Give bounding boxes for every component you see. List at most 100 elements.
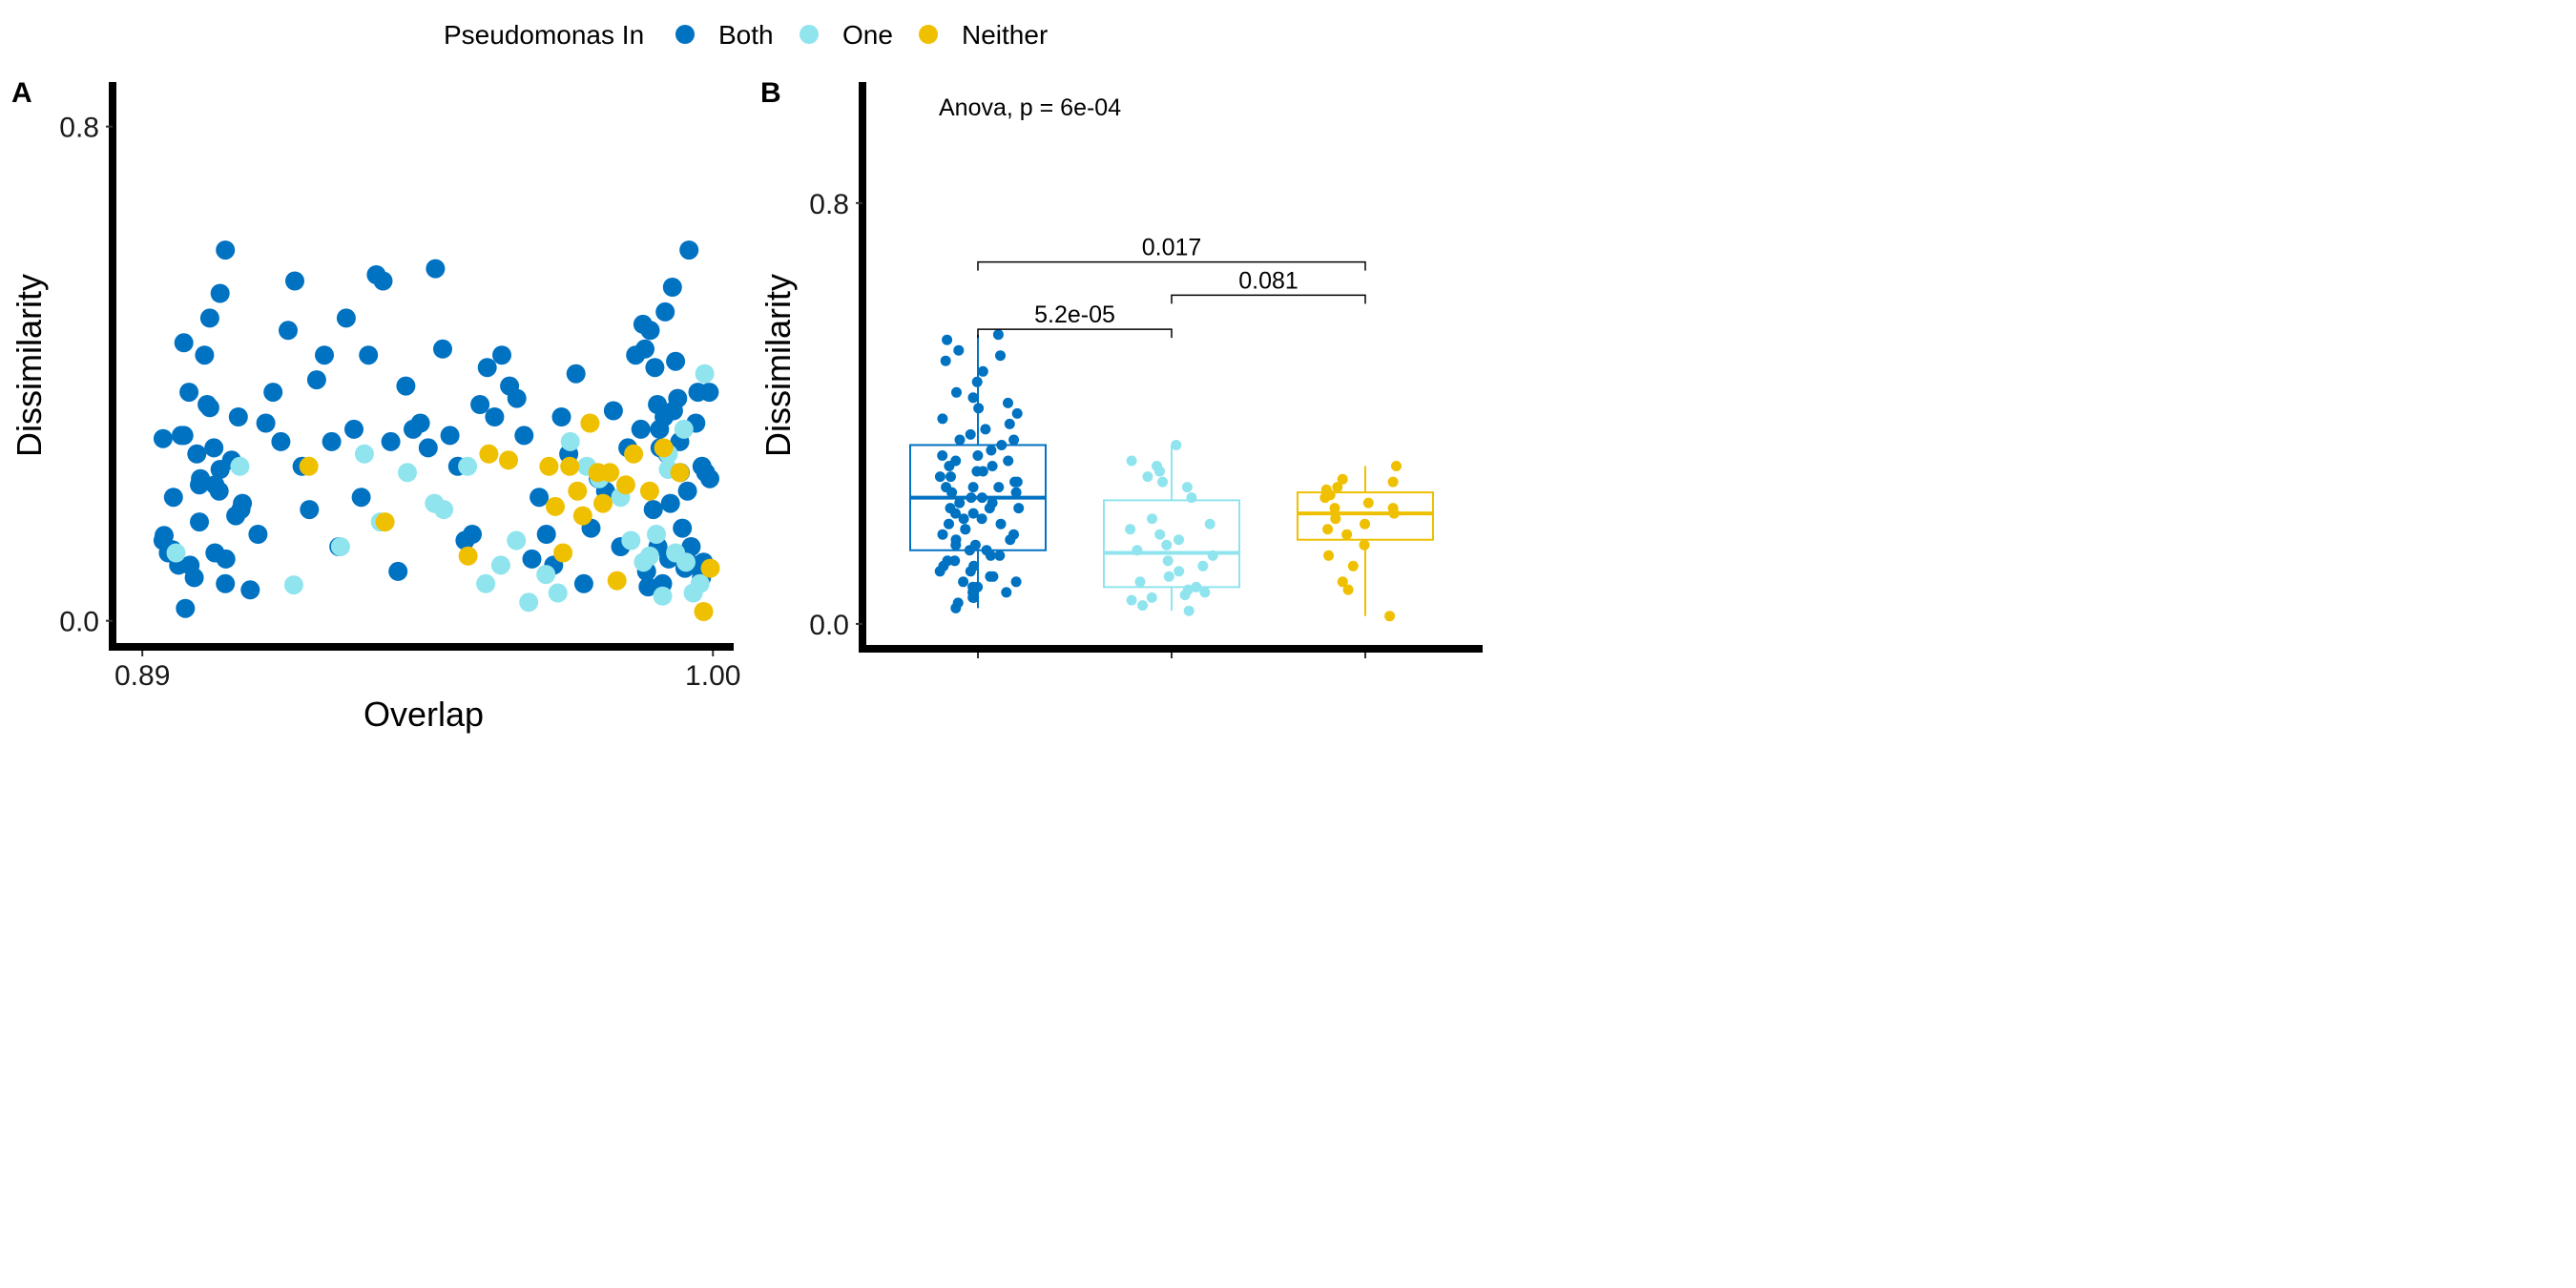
panel-a-point-both-90 (640, 321, 660, 341)
panel-a-point-both-116 (668, 388, 688, 408)
panel-a-tag: A (11, 77, 32, 109)
box-both-point-9 (965, 428, 976, 440)
panel-a-point-both-29 (197, 395, 218, 414)
legend-swatch-one (800, 25, 819, 44)
box-both-point-69 (950, 602, 962, 613)
panel-a-point-both-70 (492, 345, 511, 365)
box-one-point-21 (1191, 581, 1202, 592)
panel-a: A 0.0 0.8 0.89 1.00 Dissimilarity Overlap (10, 77, 740, 734)
box-both-point-56 (934, 566, 945, 577)
panel-a-point-both-111 (638, 577, 658, 597)
panel-a-point-both-44 (300, 500, 320, 520)
box-both-point-74 (1003, 397, 1013, 408)
panel-a-point-both-41 (279, 321, 298, 341)
panel-a-y-axis-title: Dissimilarity (10, 274, 49, 457)
box-neither-point-14 (1359, 539, 1370, 551)
panel-a-point-both-92 (655, 301, 675, 322)
panel-a-point-both-36 (240, 580, 260, 600)
panel-a-point-both-27 (187, 444, 207, 464)
box-both-point-21 (934, 471, 945, 483)
legend-title: Pseudomonas In (444, 20, 644, 50)
box-one-point-9 (1204, 518, 1215, 530)
panel-a-point-both-50 (344, 419, 364, 439)
box-both-point-0 (971, 376, 983, 387)
panel-a-point-one-23 (647, 525, 666, 544)
box-both-point-76 (1008, 434, 1020, 446)
box-neither-point-16 (1347, 560, 1359, 571)
box-neither-point-6 (1319, 492, 1331, 504)
panel-a-point-both-24 (172, 426, 191, 446)
panel-a-point-both-19 (216, 573, 236, 593)
panel-b-y-axis-title: Dissimilarity (758, 274, 798, 457)
panel-a-point-both-54 (373, 271, 393, 291)
panel-a-point-both-7 (216, 240, 236, 260)
panel-a-point-one-30 (695, 364, 715, 384)
panel-a-point-neither-6 (546, 496, 565, 516)
panel-b-y-tick-label-0: 0.0 (809, 610, 849, 641)
panel-a-point-both-100 (643, 500, 663, 520)
panel-a-point-both-105 (673, 518, 693, 538)
panel-a-point-neither-22 (700, 558, 720, 578)
panel-a-x-tick-label-0: 0.89 (114, 660, 170, 692)
panel-a-point-both-25 (176, 598, 196, 618)
box-both-point-20 (945, 471, 956, 483)
box-neither-point-10 (1330, 513, 1341, 525)
box-neither-point-15 (1323, 550, 1335, 561)
panel-a-point-one-2 (283, 575, 303, 595)
box-both-point-41 (960, 524, 971, 535)
panel-a-point-one-8 (434, 500, 454, 520)
panel-a-point-both-16 (199, 308, 219, 328)
box-one-point-16 (1162, 555, 1174, 567)
panel-a-y-ticks: 0.0 0.8 (59, 113, 113, 638)
panel-a-point-both-124 (654, 407, 675, 426)
box-one-point-28 (1179, 590, 1191, 601)
box-both-point-29 (976, 492, 987, 504)
box-neither-point-11 (1360, 518, 1370, 530)
box-both-point-16 (987, 461, 998, 471)
panel-a-x-axis-title: Overlap (364, 695, 484, 734)
box-both-point-8 (980, 424, 991, 435)
panel-b-y-ticks: 0.0 0.8 (809, 189, 862, 641)
box-neither-point-18 (1342, 584, 1354, 595)
panel-a-point-neither-11 (580, 413, 600, 433)
box-both-point-70 (992, 329, 1004, 341)
box-one-point-6 (1181, 482, 1193, 493)
box-both-point-1 (977, 365, 988, 377)
box-both-point-31 (954, 497, 966, 509)
legend-item-one: One (800, 20, 893, 50)
panel-a-point-both-106 (679, 240, 699, 260)
box-both-point-60 (1010, 576, 1022, 588)
box-neither-point-0 (1391, 461, 1402, 471)
panel-a-point-one-31 (674, 419, 694, 439)
box-both-point-27 (946, 487, 958, 498)
box-both-point-6 (937, 413, 948, 425)
panel-a-point-neither-21 (694, 602, 714, 621)
panel-a-point-both-85 (603, 401, 623, 421)
panel-a-point-neither-3 (479, 444, 499, 464)
box-both-point-17 (944, 461, 955, 471)
panel-a-point-one-1 (230, 456, 250, 476)
panel-a-point-both-112 (645, 358, 665, 378)
anova-annotation: Anova, p = 6e-04 (939, 94, 1121, 121)
box-one-point-25 (1137, 600, 1149, 612)
panel-a-point-neither-0 (299, 456, 319, 476)
panel-b-boxes (909, 329, 1434, 622)
panel-a-point-both-3 (195, 345, 215, 365)
panel-a-point-both-39 (263, 383, 283, 403)
comparison-label-1: 0.081 (1238, 267, 1298, 294)
box-neither-point-7 (1362, 497, 1374, 509)
panel-a-point-one-6 (398, 463, 417, 483)
box-one-point-18 (1174, 566, 1185, 577)
panel-a-point-both-66 (463, 525, 482, 544)
box-both-point-78 (993, 482, 1005, 493)
legend-item-both: Both (675, 20, 774, 50)
box-both-point-38 (944, 518, 954, 530)
panel-a-point-both-57 (396, 376, 416, 396)
panel-a-point-neither-2 (458, 546, 478, 566)
box-one-point-1 (1126, 455, 1137, 467)
box-one-point-13 (1161, 539, 1173, 551)
panel-a-point-both-75 (530, 488, 550, 508)
legend-label-neither: Neither (962, 20, 1048, 50)
box-one-point-4 (1142, 471, 1153, 483)
panel-a-points (153, 240, 720, 621)
